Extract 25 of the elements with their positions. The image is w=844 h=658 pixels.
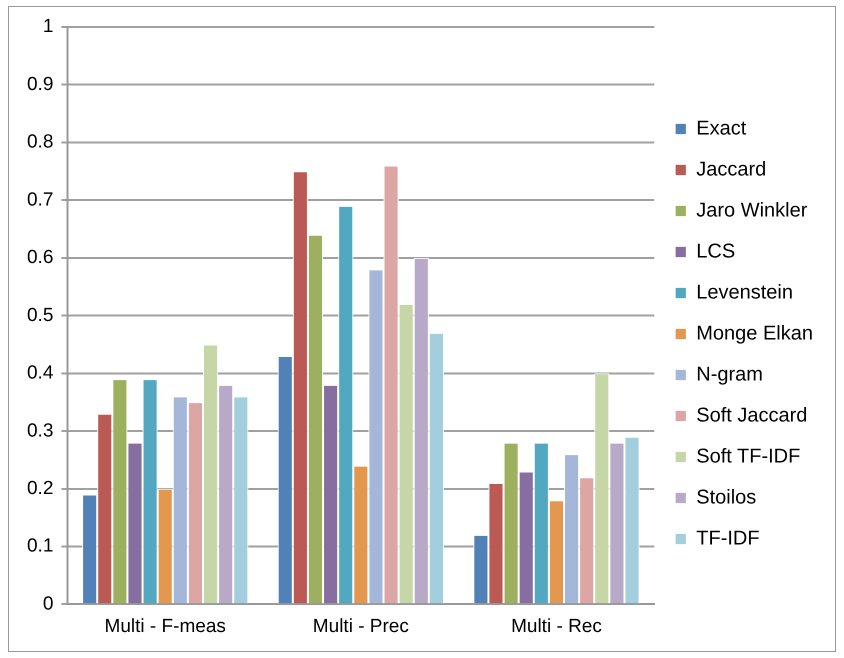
x-tick-label: Multi - F-meas [104,616,226,637]
legend-label: Stoilos [696,486,756,509]
y-tick-label: 0.4 [26,362,54,384]
y-tick-label: 0.3 [26,420,54,442]
legend-label: N-gram [696,364,763,386]
y-tick-label: 1 [42,16,54,38]
x-tick-label: Multi - Prec [312,616,409,637]
y-tick-label: 0.7 [26,189,54,210]
y-tick-label: 0.2 [26,478,54,499]
y-tick-label: 0.5 [26,304,54,326]
legend-label: TF-IDF [696,528,760,550]
legend-label: Levenstein [696,282,794,304]
legend-label: Soft Jaccard [696,404,808,427]
legend-label: Jaccard [696,158,766,181]
y-tick-label: 0.6 [26,247,54,268]
legend-label: Jaro Winkler [696,200,808,222]
legend-label: Soft TF-IDF [696,446,800,468]
legend-label: Exact [696,118,747,140]
y-tick-label: 0.1 [26,536,54,557]
y-tick-label: 0.8 [26,132,54,153]
x-tick-label: Multi - Rec [511,616,602,637]
legend-label: Monge Elkan [696,322,814,345]
y-tick-label: 0.9 [26,74,54,95]
y-tick-label: 0 [42,593,54,614]
legend-label: LCS [696,240,736,263]
